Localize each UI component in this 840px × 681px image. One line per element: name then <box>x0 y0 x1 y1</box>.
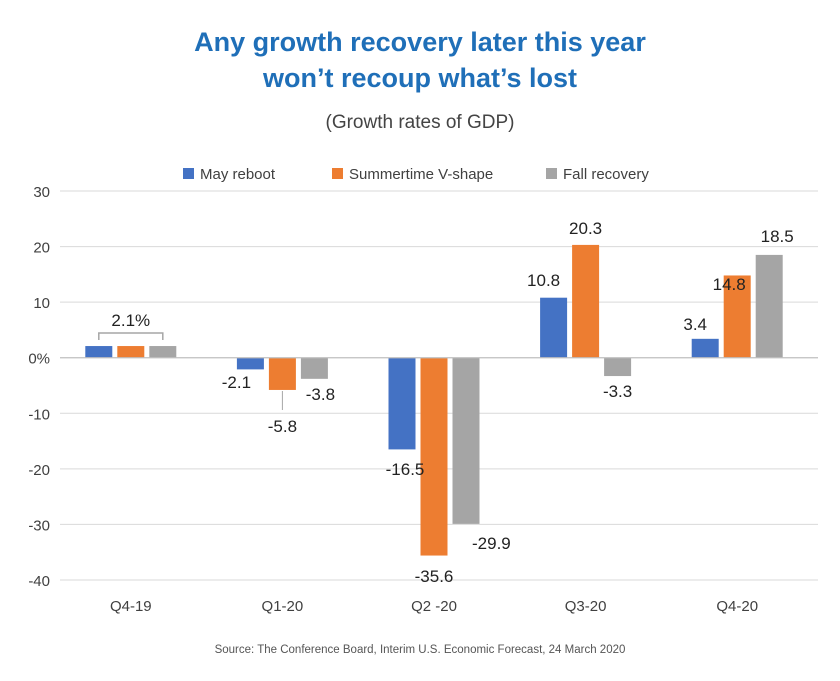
y-tick-label: -20 <box>28 462 50 479</box>
x-tick-label: Q4-19 <box>110 598 152 615</box>
bar <box>755 254 783 358</box>
bar <box>604 357 632 377</box>
y-tick-label: -40 <box>28 573 50 590</box>
legend-label: May reboot <box>200 166 276 183</box>
legend-label: Fall recovery <box>563 166 649 183</box>
data-label: 2.1% <box>111 311 150 330</box>
chart-title: Any growth recovery later this year won’… <box>0 24 840 96</box>
bar <box>149 346 177 358</box>
bar <box>268 357 296 390</box>
y-tick-label: 20 <box>33 240 50 257</box>
data-label: 10.8 <box>527 271 560 290</box>
bar <box>691 338 719 358</box>
data-label: -16.5 <box>386 460 425 479</box>
legend-swatch <box>183 168 194 179</box>
bar <box>540 297 568 358</box>
data-label: -3.8 <box>306 385 335 404</box>
data-label: 14.8 <box>713 275 746 294</box>
data-label: 18.5 <box>761 227 794 246</box>
data-label: 20.3 <box>569 219 602 238</box>
data-label: -3.3 <box>603 382 632 401</box>
bar <box>85 346 113 358</box>
chart-title-line-2: won’t recoup what’s lost <box>262 63 578 93</box>
data-label: 3.4 <box>683 315 707 334</box>
legend-swatch <box>546 168 557 179</box>
source-note: Source: The Conference Board, Interim U.… <box>214 644 626 656</box>
data-label: -5.8 <box>268 417 297 436</box>
label-bracket <box>98 332 164 340</box>
y-tick-label: -30 <box>28 517 50 534</box>
bar <box>452 357 480 524</box>
chart-subtitle: (Growth rates of GDP) <box>325 112 515 133</box>
chart-title-line-1: Any growth recovery later this year <box>194 27 646 57</box>
data-label: -2.1 <box>222 373 251 392</box>
legend-swatch <box>332 168 343 179</box>
bar <box>420 357 448 556</box>
data-label: -29.9 <box>472 534 511 553</box>
data-label: -35.6 <box>415 567 454 586</box>
y-tick-label: 30 <box>33 184 50 201</box>
bar <box>723 275 751 358</box>
legend-label: Summertime V-shape <box>349 166 493 183</box>
bar <box>236 357 264 370</box>
bar <box>117 346 145 358</box>
bar-chart: 30 20 10 0% -10 -20 -30 -40 May reboot Summertime… <box>28 166 818 615</box>
y-tick-label: 10 <box>33 295 50 312</box>
x-tick-label: Q3-20 <box>565 598 607 615</box>
x-tick-label: Q4-20 <box>716 598 758 615</box>
x-tick-label: Q1-20 <box>262 598 304 615</box>
bar <box>572 244 600 358</box>
bar <box>300 357 328 379</box>
bar <box>388 357 416 450</box>
y-tick-label: -10 <box>28 406 50 423</box>
x-tick-label: Q2 -20 <box>411 598 457 615</box>
y-tick-label: 0% <box>28 351 50 368</box>
